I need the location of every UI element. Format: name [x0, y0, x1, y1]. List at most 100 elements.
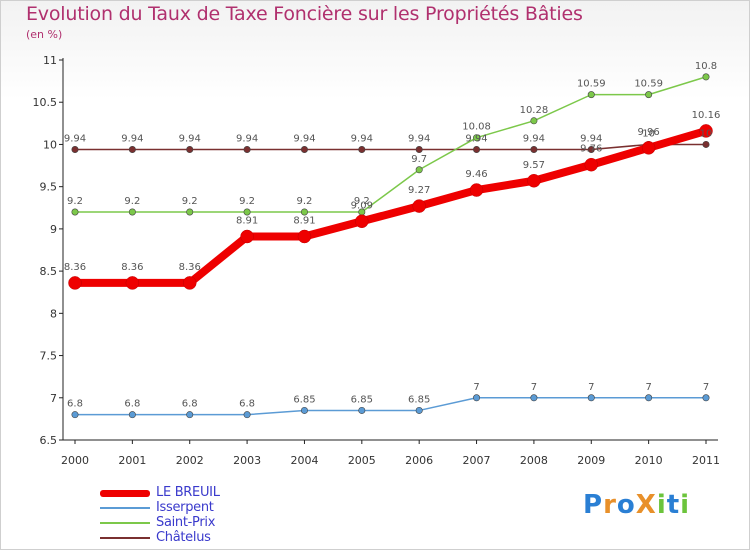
- legend-item-saint-prix: Saint-Prix: [100, 515, 320, 531]
- data-label-isserpent: 6.85: [351, 394, 373, 405]
- data-label-le-breuil: 9.96: [638, 127, 660, 138]
- data-label-chatelus: 9.94: [121, 134, 143, 145]
- logo-letter: r: [603, 490, 617, 520]
- data-label-le-breuil: 10.16: [692, 110, 721, 121]
- data-point-le-breuil: [584, 157, 599, 172]
- legend-label-chatelus: Châtelus: [156, 530, 211, 545]
- x-tick-label: 2010: [635, 454, 663, 467]
- data-point-le-breuil: [412, 199, 426, 213]
- data-point-saint-prix: [702, 73, 710, 81]
- data-label-chatelus: 9.94: [64, 134, 86, 145]
- data-point-chatelus: [473, 146, 481, 154]
- logo-letter: o: [616, 490, 636, 520]
- y-tick-label: 7: [50, 392, 57, 405]
- data-label-chatelus: 9.94: [523, 134, 545, 145]
- x-tick-label: 2007: [463, 454, 491, 467]
- x-tick-label: 2008: [520, 454, 548, 467]
- data-label-chatelus: 9.94: [236, 134, 258, 145]
- data-point-le-breuil: [641, 141, 656, 155]
- data-point-isserpent: [645, 394, 653, 402]
- data-point-le-breuil: [182, 276, 197, 290]
- data-point-le-breuil: [527, 174, 541, 188]
- data-label-chatelus: 9.94: [293, 134, 315, 145]
- data-point-chatelus: [415, 146, 423, 154]
- data-point-chatelus: [530, 146, 538, 154]
- y-tick-label: 10: [43, 138, 57, 151]
- data-point-saint-prix: [587, 91, 595, 99]
- data-label-saint-prix: 10.28: [520, 105, 549, 116]
- series-line-saint-prix: [74, 76, 707, 213]
- data-point-le-breuil: [240, 229, 254, 244]
- data-label-le-breuil: 9.46: [465, 169, 487, 180]
- data-label-chatelus: 9.94: [351, 134, 373, 145]
- data-point-chatelus: [186, 146, 194, 154]
- y-tick-label: 9.5: [40, 181, 58, 194]
- legend-item-isserpent: Isserpent: [100, 500, 320, 516]
- proxiti-logo: ProXiti: [583, 490, 690, 520]
- data-label-le-breuil: 8.36: [121, 262, 143, 273]
- data-label-saint-prix: 10.8: [695, 61, 717, 72]
- data-label-isserpent: 7: [531, 382, 537, 393]
- data-point-isserpent: [243, 411, 251, 419]
- data-point-chatelus: [71, 146, 79, 154]
- data-label-le-breuil: 9.57: [523, 160, 545, 171]
- data-point-isserpent: [358, 406, 366, 414]
- data-point-le-breuil: [125, 276, 140, 290]
- x-tick-label: 2002: [176, 454, 204, 467]
- data-point-le-breuil: [355, 214, 369, 229]
- data-point-isserpent: [71, 411, 79, 419]
- data-label-saint-prix: 10.08: [462, 122, 491, 133]
- data-label-saint-prix: 9.2: [297, 196, 313, 207]
- data-point-isserpent: [300, 406, 308, 414]
- logo-letter: i: [680, 490, 691, 520]
- y-tick-label: 10.5: [33, 96, 58, 109]
- data-point-saint-prix: [300, 208, 308, 216]
- data-point-le-breuil: [68, 276, 82, 290]
- data-point-isserpent: [415, 406, 423, 414]
- data-point-isserpent: [186, 411, 194, 419]
- x-tick-label: 2001: [118, 454, 146, 467]
- unit-label: (en %): [26, 28, 63, 41]
- data-label-saint-prix: 10.59: [634, 79, 663, 90]
- data-label-isserpent: 7: [645, 382, 651, 393]
- x-tick-label: 2000: [61, 454, 89, 467]
- data-label-chatelus: 10: [700, 128, 713, 139]
- data-label-chatelus: 9.94: [580, 134, 602, 145]
- legend-item-chatelus: Châtelus: [100, 530, 320, 546]
- series-line-isserpent: [74, 397, 707, 416]
- data-label-le-breuil: 8.91: [236, 215, 258, 226]
- data-label-layer: 6.8 6.8 6.8 6.8 6.85 6.85 6.85 7 7 7 7 7 9.94 9.94 9.9…: [64, 61, 720, 410]
- data-label-chatelus: 9.94: [465, 134, 487, 145]
- logo-letter: X: [635, 490, 657, 520]
- series-line-le-breuil: [71, 126, 710, 287]
- legend-swatch-isserpent: [100, 507, 150, 509]
- legend-swatch-chatelus: [100, 537, 150, 539]
- y-tick-label: 7.5: [40, 350, 58, 363]
- data-point-saint-prix: [415, 166, 423, 174]
- data-label-saint-prix: 9.2: [239, 196, 255, 207]
- legend-label-isserpent: Isserpent: [156, 500, 214, 515]
- x-tick-label: 2003: [233, 454, 261, 467]
- legend-item-le-breuil: LE BREUIL: [100, 485, 320, 501]
- y-tick-label: 8: [50, 307, 57, 320]
- legend: LE BREUIL Isserpent Saint-Prix Châtelus: [100, 485, 320, 546]
- legend-label-saint-prix: Saint-Prix: [156, 515, 216, 530]
- chart-title: Evolution du Taux de Taxe Foncière sur l…: [26, 3, 583, 25]
- data-label-le-breuil: 8.91: [293, 215, 315, 226]
- data-label-saint-prix: 9.2: [124, 196, 140, 207]
- y-tick-label: 9: [50, 223, 57, 236]
- x-tick-label: 2004: [290, 454, 318, 467]
- data-point-le-breuil: [297, 229, 312, 244]
- data-label-chatelus: 10: [642, 128, 655, 139]
- data-label-isserpent: 6.85: [293, 394, 315, 405]
- y-tick-label: 11: [43, 54, 57, 67]
- data-point-le-breuil: [469, 183, 484, 197]
- data-point-isserpent: [587, 394, 595, 402]
- legend-swatch-le-breuil: [100, 490, 150, 497]
- y-tick-label: 6.5: [40, 434, 58, 447]
- data-label-isserpent: 7: [703, 382, 709, 393]
- data-point-isserpent: [702, 394, 710, 402]
- data-label-chatelus: 9.94: [179, 134, 201, 145]
- data-point-isserpent: [128, 411, 136, 419]
